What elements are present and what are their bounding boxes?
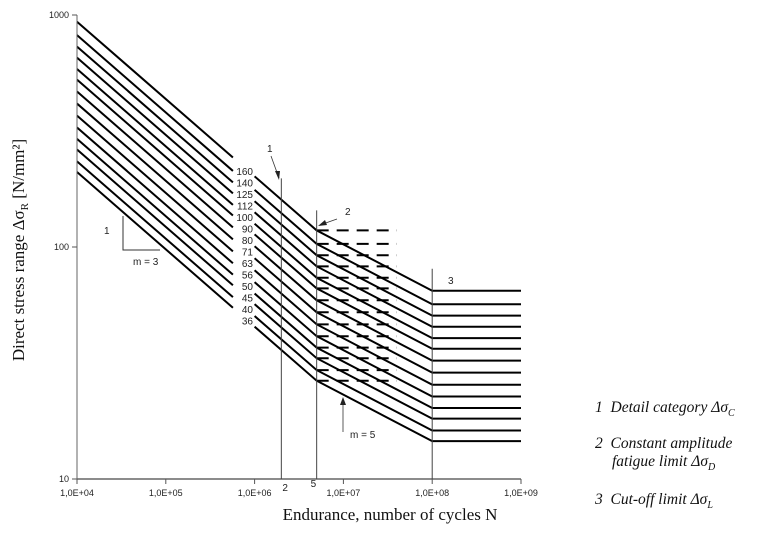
- sn-curve-63: [253, 269, 521, 386]
- category-label-50: 50: [242, 282, 254, 293]
- category-label-140: 140: [236, 179, 253, 190]
- category-label-100: 100: [236, 213, 253, 224]
- sn-curve-segment-m3: [76, 45, 234, 184]
- sn-curve-segment-m3: [76, 34, 234, 172]
- sn-curve-100: [253, 222, 521, 340]
- sn-curve-56: [253, 281, 521, 398]
- y-tick-label: 100: [54, 242, 69, 252]
- sn-curve-112: [253, 211, 521, 328]
- slope1-rise-label: 1: [104, 226, 110, 237]
- sn-curve-segment-m3: [76, 138, 234, 276]
- sn-curve-segment-m3: [76, 20, 234, 159]
- sn-curve-36: [253, 325, 521, 443]
- sn-curve-45: [253, 303, 521, 420]
- sn-curve-140: [253, 189, 521, 306]
- axes: 1,0E+04 1,0E+05 1,0E+06 1,0E+07 1,0E+08 1,0E+…: [49, 10, 538, 498]
- legend-item-1: 1 Detail category ΔσC: [595, 399, 735, 420]
- slope2-label: m = 5: [350, 430, 376, 441]
- legend-item-2: 2 Constant amplitude fatigue limit ΔσD: [595, 435, 733, 474]
- category-label-63: 63: [242, 259, 254, 270]
- marker-1-label: 1: [267, 144, 273, 155]
- marker-1-arrowhead: [275, 171, 280, 180]
- slope-triangle-m3: [122, 216, 160, 251]
- category-label-40: 40: [242, 305, 254, 316]
- reference-line-label: 5: [311, 479, 317, 490]
- sn-curve-segment-m3: [76, 90, 234, 229]
- sn-curves: [76, 20, 521, 443]
- category-label-36: 36: [242, 317, 254, 328]
- marker-2-label: 2: [345, 207, 351, 218]
- marker-3-label: 3: [448, 276, 454, 287]
- category-label-160: 160: [236, 167, 253, 178]
- legend: 1 Detail category ΔσC 2 Constant amplitu…: [595, 399, 735, 515]
- sn-curve-segment-m3: [76, 114, 234, 253]
- y-tick-label: 10: [59, 474, 69, 484]
- sn-curve-80: [253, 245, 521, 362]
- x-axis-label: Endurance, number of cycles N: [283, 505, 498, 524]
- y-axis-label: Direct stress range ΔσR [N/mm²]: [9, 139, 31, 361]
- x-tick-label: 1,0E+05: [149, 488, 183, 498]
- x-tick-label: 1,0E+07: [327, 488, 361, 498]
- sn-curve-160: [253, 175, 521, 292]
- sn-curve-segment-m3: [76, 68, 234, 206]
- sn-curve-40: [253, 315, 521, 432]
- legend-item-3: 3 Cut-off limit ΔσL: [595, 491, 713, 512]
- x-tick-label: 1,0E+09: [504, 488, 538, 498]
- reference-line-label: 2: [282, 483, 288, 494]
- slope2-arrowhead: [340, 397, 346, 405]
- y-tick-label: 1000: [49, 10, 69, 20]
- sn-curve-segment-m3: [76, 126, 234, 265]
- sn-curve-segment-m3: [76, 148, 234, 287]
- sn-curve-50: [253, 292, 521, 409]
- sn-curve-90: [253, 233, 521, 350]
- sn-curve-125: [253, 200, 521, 317]
- category-label-125: 125: [236, 190, 253, 201]
- x-tick-label: 1,0E+06: [238, 488, 272, 498]
- category-label-45: 45: [242, 294, 254, 305]
- category-label-112: 112: [237, 202, 253, 213]
- sn-curve-segment-m3: [76, 160, 234, 298]
- sn-curve-segment-m3: [76, 56, 234, 195]
- x-tick-label: 1,0E+04: [60, 488, 94, 498]
- sn-curve-segment-m3: [76, 171, 234, 309]
- sn-curve-71: [253, 257, 521, 374]
- sn-curve-segment-m3: [76, 102, 234, 241]
- sn-curve-segment-m3: [76, 78, 234, 217]
- category-label-80: 80: [242, 236, 254, 247]
- x-tick-label: 1,0E+08: [415, 488, 449, 498]
- slope1-label: m = 3: [133, 257, 159, 268]
- category-label-90: 90: [242, 225, 254, 236]
- category-label-71: 71: [242, 248, 254, 259]
- marker-2-arrowhead: [318, 220, 327, 226]
- category-label-56: 56: [242, 271, 254, 282]
